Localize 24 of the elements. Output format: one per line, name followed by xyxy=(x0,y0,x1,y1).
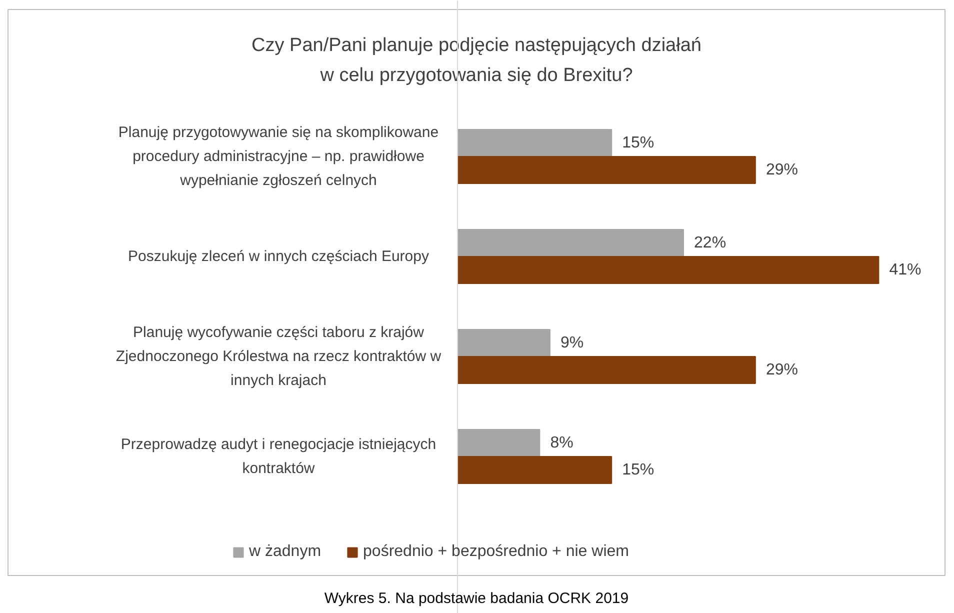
y-tick-label: Planuję wycofywanie części taboru z krajów Zjednoczonego Królestwa na rzecz kontraktów w innych krajach xyxy=(116,324,442,389)
bar xyxy=(456,329,550,357)
bar xyxy=(456,356,756,384)
legend-label: pośrednio + bezpośrednio + nie wiem xyxy=(363,543,629,561)
data-label: 15% xyxy=(622,134,654,152)
text: Wykres 5. Na podstawie badania OCRK 2019 xyxy=(324,590,629,607)
bar xyxy=(456,229,684,257)
data-label: 29% xyxy=(766,362,798,378)
legend-label: w żadnym xyxy=(249,543,322,561)
bar xyxy=(456,256,880,284)
data-label: 9% xyxy=(560,334,584,352)
data-label: 22% xyxy=(694,234,726,252)
bar xyxy=(456,429,540,457)
y-tick-label: Przeprowadzę audyt i renegocjacje istniejących kontraktów xyxy=(120,436,436,477)
bar xyxy=(456,156,756,184)
data-label: 41% xyxy=(889,262,922,278)
y-tick-label: Planuję przygotowywanie się na skomplikowane procedury administracyjne – np. prawidłowe wypełnianie zgłoszeń celnych xyxy=(118,124,439,189)
data-label: 29% xyxy=(766,162,798,178)
y-tick-label: Poszukuję zleceń w innych częściach Europy xyxy=(128,248,430,265)
chart-title: Czy Pan/Pani planuje podjęcie następujących działań w celu przygotowania się do Brexitu? xyxy=(252,35,702,86)
bar xyxy=(456,129,612,157)
bar xyxy=(456,456,612,484)
data-label: 15% xyxy=(622,462,654,478)
data-label: 8% xyxy=(550,434,574,452)
